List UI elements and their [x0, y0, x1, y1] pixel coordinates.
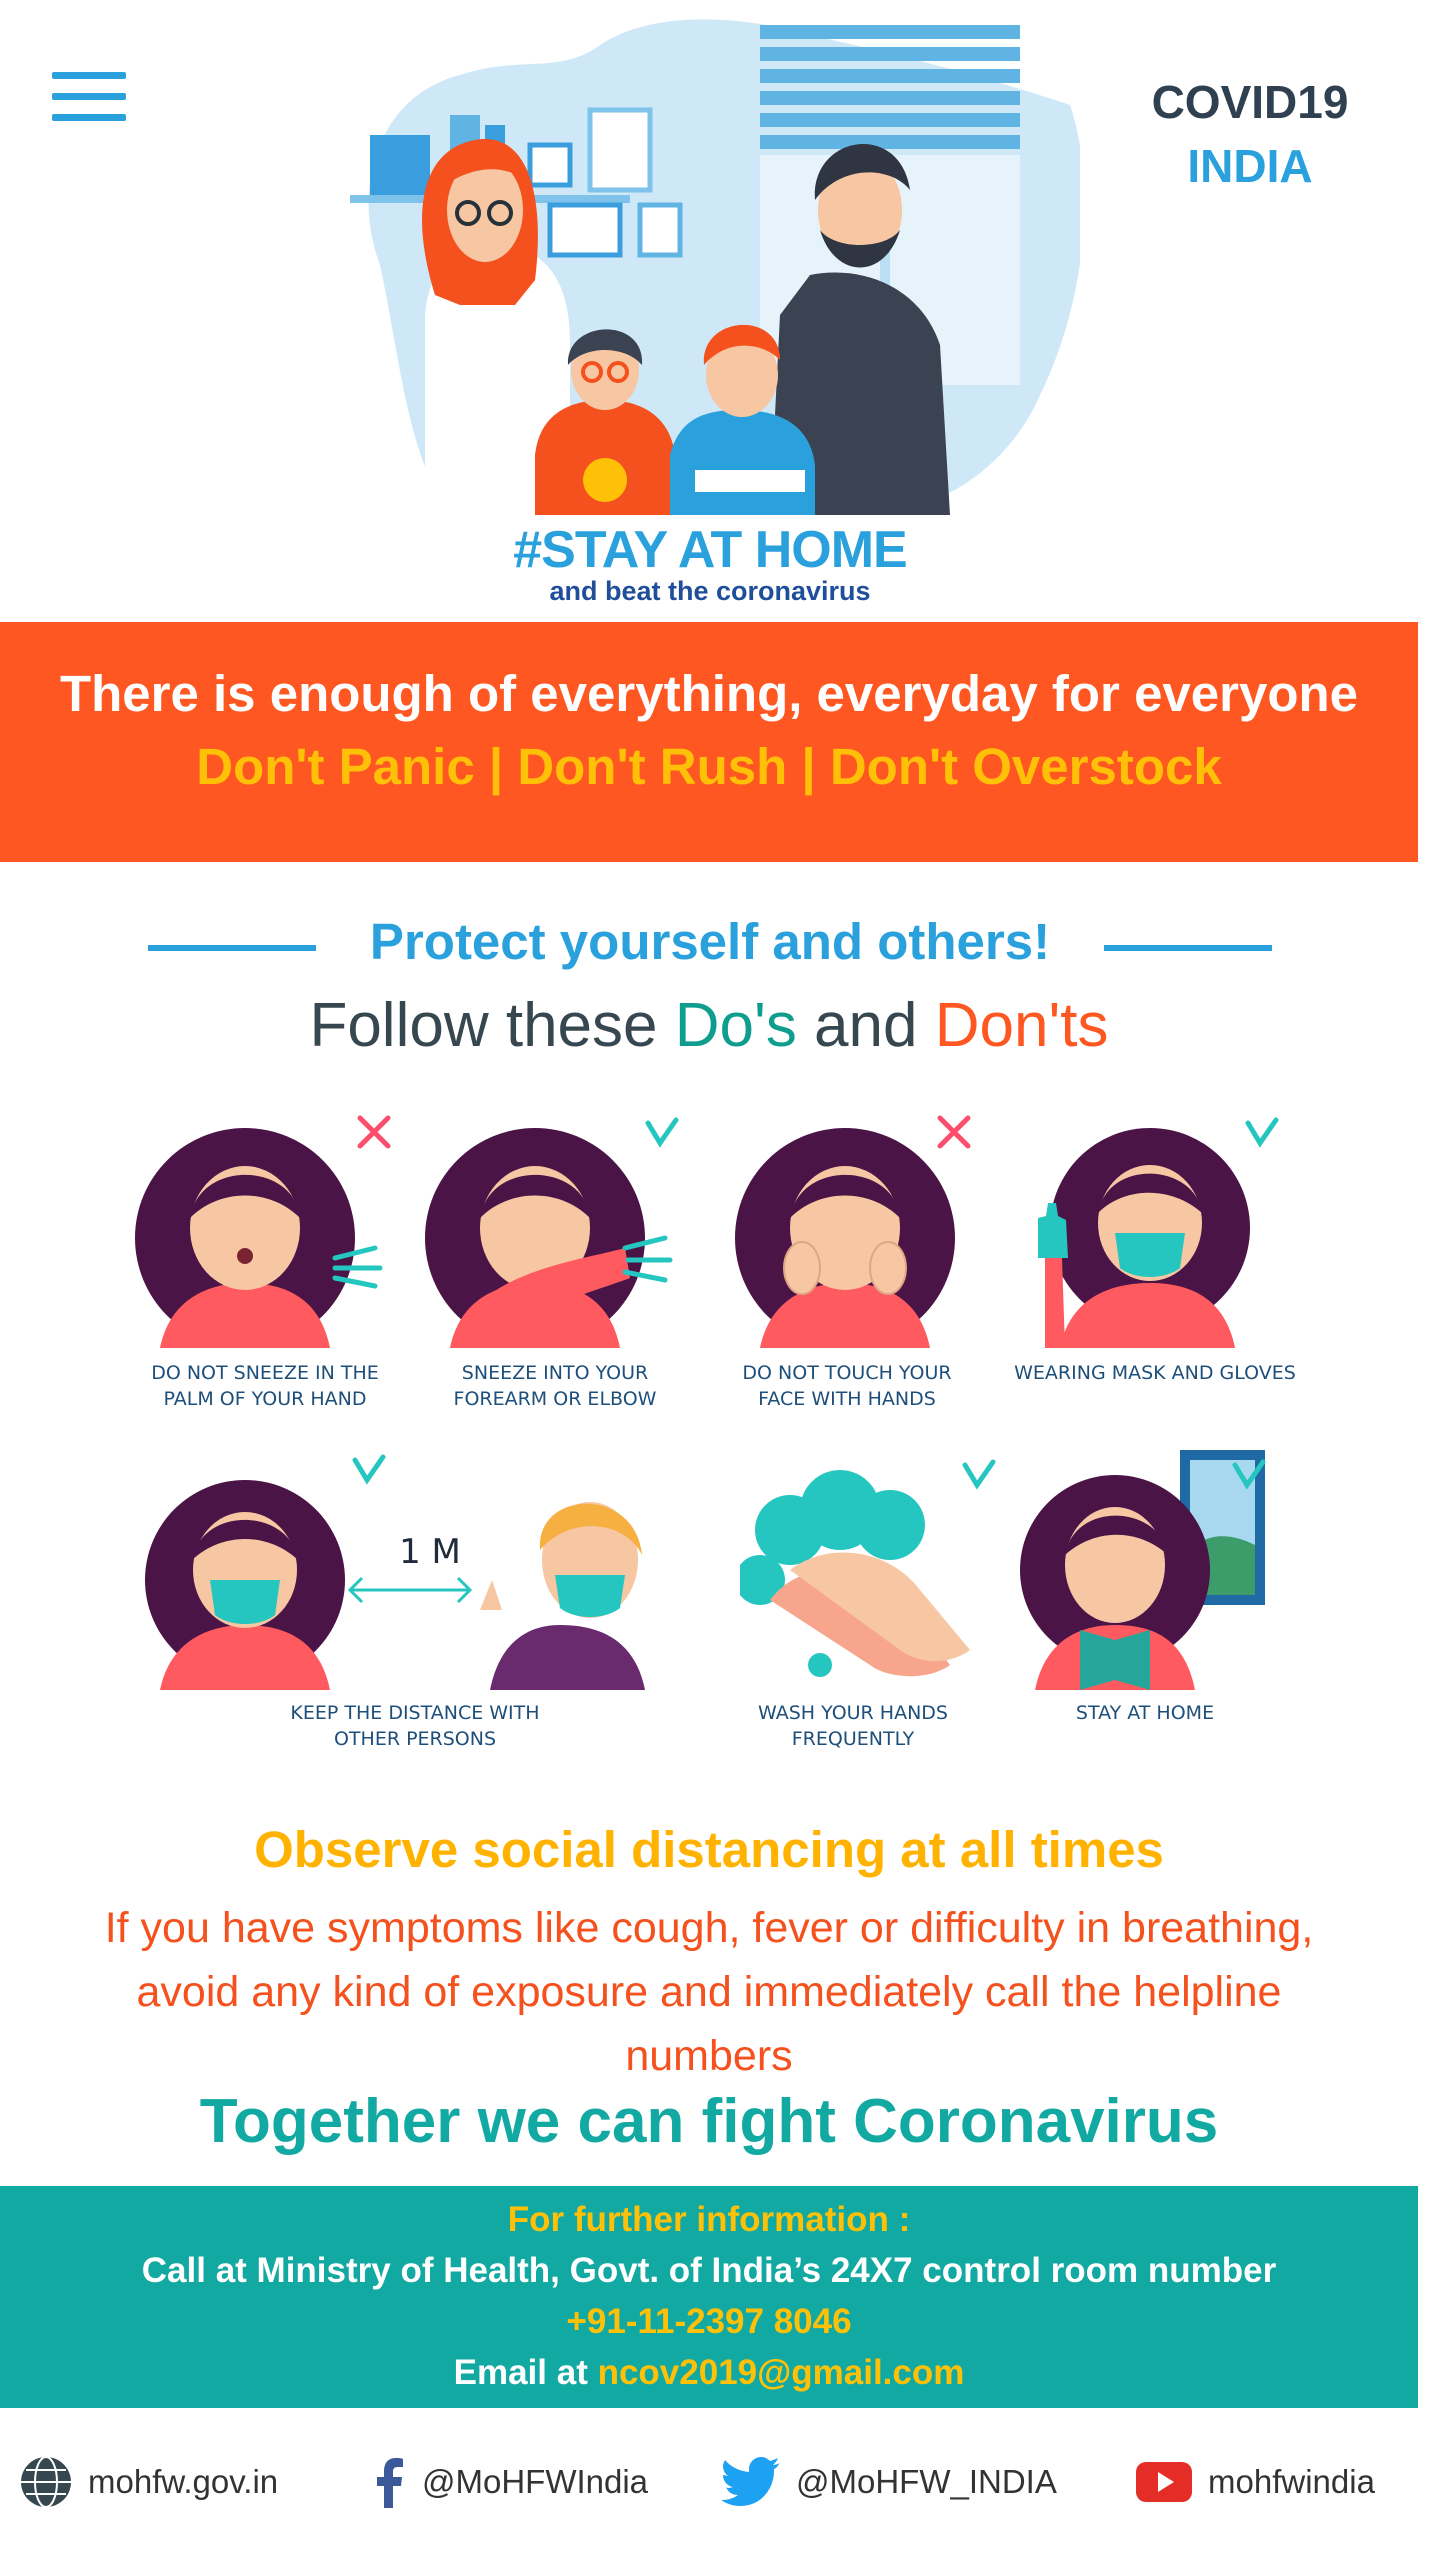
helpline-info-box: For further information : Call at Minist… — [0, 2186, 1418, 2408]
follow-dos: Do's — [674, 991, 797, 1060]
social-footer: mohfw.gov.in @MoHFWIndia @MoHFW_INDIA mo… — [0, 2412, 1440, 2560]
tip-card-stay-home — [1010, 1450, 1280, 1690]
facebook-icon — [377, 2458, 403, 2508]
hamburger-menu-icon[interactable] — [52, 72, 126, 126]
tip-caption-line-2: FOREARM OR ELBOW — [453, 1388, 657, 1410]
touch-face-illustration — [735, 1115, 971, 1348]
info-email-row: Email at ncov2019@gmail.com — [0, 2347, 1418, 2398]
tip-caption-line-2: PALM OF YOUR HAND — [163, 1388, 367, 1410]
tip-caption: DO NOT SNEEZE IN THE PALM OF YOUR HAND — [130, 1360, 400, 1412]
tip-caption-line-2: FACE WITH HANDS — [758, 1388, 936, 1410]
distance-label: 1 M — [399, 1532, 461, 1572]
tip-caption: KEEP THE DISTANCE WITH OTHER PERSONS — [270, 1700, 560, 1752]
brand-line-1: COVID19 — [1151, 76, 1349, 128]
menu-bar — [52, 114, 126, 121]
tip-caption-line-1: WEARING MASK AND GLOVES — [1014, 1362, 1296, 1384]
tip-caption: SNEEZE INTO YOUR FOREARM OR ELBOW — [420, 1360, 690, 1412]
menu-bar — [52, 72, 126, 79]
stay-at-home-heading: #STAY AT HOME and beat the coronavirus — [340, 520, 1080, 607]
wash-hands-illustration — [740, 1459, 996, 1677]
youtube-handle: mohfwindia — [1208, 2463, 1375, 2500]
tip-caption-line-1: DO NOT TOUCH YOUR — [742, 1362, 952, 1384]
follow-donts: Don'ts — [934, 991, 1109, 1060]
tip-caption-line-2: OTHER PERSONS — [333, 1728, 497, 1750]
tip-caption: WASH YOUR HANDS FREQUENTLY — [718, 1700, 988, 1752]
info-heading: For further information : — [507, 2200, 911, 2239]
divider-line-right — [1104, 945, 1272, 951]
youtube-link[interactable]: mohfwindia — [1134, 2452, 1375, 2512]
tip-caption-line-1: STAY AT HOME — [1075, 1702, 1215, 1724]
check-icon — [1232, 1459, 1266, 1490]
banner-line-1: There is enough of everything, everyday … — [59, 665, 1359, 722]
divider-line-left — [148, 945, 316, 951]
follow-and: and — [796, 991, 935, 1060]
check-icon — [1245, 1117, 1279, 1148]
symptoms-advice: If you have symptoms like cough, fever o… — [104, 1904, 1314, 2080]
check-icon — [352, 1454, 386, 1485]
info-call-text: Call at Ministry of Health, Govt. of Ind… — [141, 2251, 1277, 2290]
banner-line-2: Don't Panic | Don't Rush | Don't Oversto… — [196, 738, 1222, 795]
facebook-link[interactable]: @MoHFWIndia — [372, 2452, 648, 2512]
sneezing-woman-illustration — [135, 1115, 391, 1348]
tip-caption: STAY AT HOME — [1010, 1700, 1280, 1726]
menu-bar — [52, 93, 126, 100]
family-illustration — [350, 19, 1080, 515]
brand-logo[interactable]: COVID19 INDIA — [1120, 70, 1380, 198]
brand-line-2: INDIA — [1187, 140, 1313, 192]
website-link[interactable]: mohfw.gov.in — [18, 2452, 278, 2512]
youtube-icon — [1136, 2462, 1192, 2502]
stay-at-home-subtitle: and beat the coronavirus — [549, 576, 871, 606]
facebook-handle: @MoHFWIndia — [422, 2463, 649, 2500]
tip-caption-line-1: DO NOT SNEEZE IN THE — [151, 1362, 379, 1384]
tip-caption-line-1: SNEEZE INTO YOUR — [461, 1362, 649, 1384]
protect-heading: Protect yourself and others! — [148, 910, 1272, 980]
email-link[interactable]: ncov2019@gmail.com — [597, 2353, 965, 2392]
cross-icon — [937, 1115, 971, 1149]
panic-banner: There is enough of everything, everyday … — [0, 622, 1418, 862]
sneeze-elbow-illustration — [425, 1117, 679, 1348]
tip-card-touch-face — [720, 1108, 990, 1348]
email-label: Email at — [453, 2353, 598, 2392]
keep-distance-illustration — [145, 1454, 645, 1690]
stay-at-home-title: #STAY AT HOME — [513, 521, 907, 579]
follow-dos-donts-heading: Follow these Do's and Don'ts — [0, 990, 1418, 1061]
website-text: mohfw.gov.in — [88, 2463, 279, 2500]
tip-card-sneeze-palm — [130, 1108, 400, 1348]
stay-home-reading-illustration — [1020, 1450, 1266, 1690]
helpline-phone-link[interactable]: +91-11-2397 8046 — [566, 2302, 852, 2341]
tip-caption-line-1: KEEP THE DISTANCE WITH — [290, 1702, 540, 1724]
social-distancing-heading: Observe social distancing at all times — [254, 1821, 1164, 1878]
cross-icon — [357, 1115, 391, 1149]
globe-icon — [21, 2456, 71, 2508]
tip-caption: DO NOT TOUCH YOUR FACE WITH HANDS — [712, 1360, 982, 1412]
twitter-handle: @MoHFW_INDIA — [796, 2463, 1057, 2500]
mask-gloves-illustration — [1038, 1117, 1279, 1348]
tip-card-mask-gloves — [1020, 1108, 1290, 1348]
check-icon — [962, 1459, 996, 1490]
follow-prefix: Follow these — [309, 991, 675, 1060]
tip-card-keep-distance: 1 M — [130, 1450, 690, 1695]
together-heading: Together we can fight Coronavirus — [199, 2087, 1219, 2156]
tip-caption-line-1: WASH YOUR HANDS — [758, 1702, 948, 1724]
check-icon — [645, 1117, 679, 1148]
tip-card-wash-hands — [740, 1450, 1010, 1690]
tip-caption-line-2: FREQUENTLY — [791, 1728, 915, 1750]
twitter-link[interactable]: @MoHFW_INDIA — [722, 2452, 1057, 2512]
twitter-icon — [722, 2457, 780, 2506]
tip-caption: WEARING MASK AND GLOVES — [1010, 1360, 1300, 1386]
protect-title: Protect yourself and others! — [369, 913, 1051, 970]
tip-card-sneeze-elbow — [420, 1108, 690, 1348]
